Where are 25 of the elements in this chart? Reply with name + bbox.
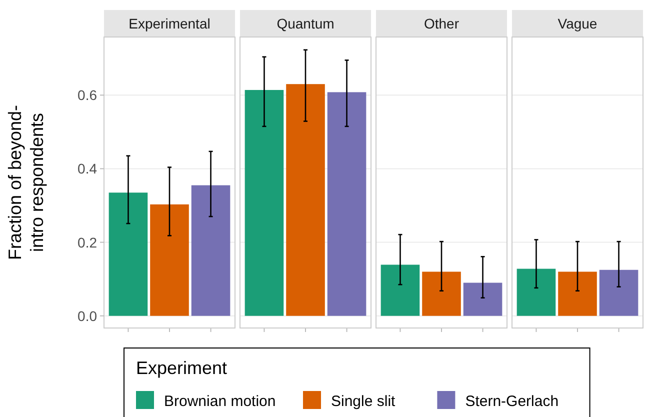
y-tick-label: 0.4 (78, 160, 98, 177)
legend-title: Experiment (136, 358, 228, 378)
bar (380, 264, 420, 316)
legend-label: Single slit (331, 393, 396, 410)
bar (327, 92, 366, 316)
x-tick-label: Other (424, 16, 460, 32)
bar (244, 90, 284, 316)
legend-label: Brownian motion (164, 393, 276, 410)
x-tick-label: Vague (558, 16, 598, 32)
y-tick-label: 0.6 (78, 87, 98, 104)
legend-label: Stern-Gerlach (465, 393, 559, 410)
y-tick-label: 0.0 (78, 308, 98, 324)
bar (286, 84, 325, 316)
x-tick-label: Quantum (276, 16, 334, 32)
bar (463, 282, 502, 316)
bar (191, 185, 230, 316)
y-tick-label: 0.2 (78, 234, 98, 250)
bar (516, 268, 556, 316)
y-axis-title: Fraction of beyond- intro respondents (5, 104, 47, 260)
x-tick-label: Experimental (128, 16, 210, 32)
bar (150, 204, 189, 316)
bar (599, 270, 638, 316)
bar (108, 192, 148, 316)
bar (422, 272, 461, 316)
bar (558, 272, 597, 316)
